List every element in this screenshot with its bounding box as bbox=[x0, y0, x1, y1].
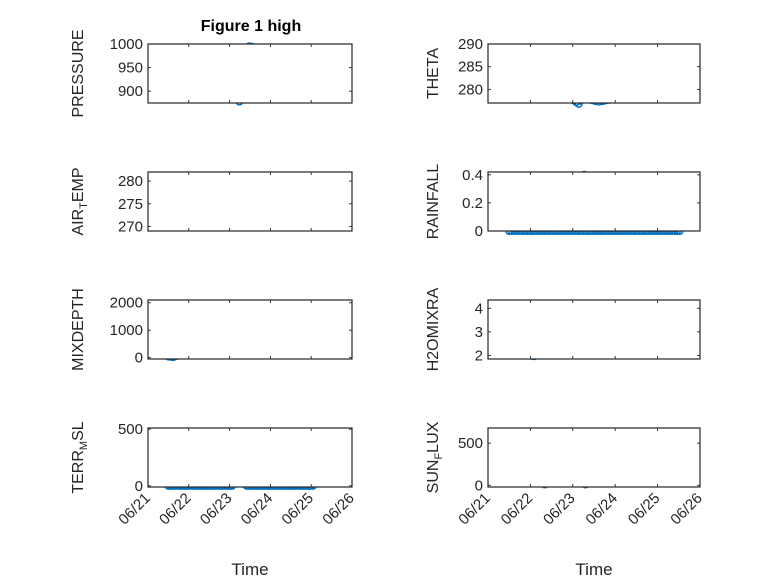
mixdepth-y-axis-label: MIXDEPTH bbox=[70, 288, 87, 371]
mixdepth-axis-box bbox=[147, 299, 353, 360]
sun-flux-axis-box bbox=[487, 427, 701, 488]
air-temp-axis-box bbox=[147, 171, 353, 232]
terr-msl-ytick-label: 500 bbox=[118, 421, 143, 438]
pressure-y-axis-label: PRESSURE bbox=[70, 29, 87, 117]
terr-msl-axis-box bbox=[147, 427, 353, 488]
air-temp-ytick-label: 275 bbox=[118, 196, 143, 213]
terr-msl-y-axis-label: TERRMSL bbox=[70, 421, 90, 493]
h2omixra-axis-box bbox=[487, 299, 701, 360]
terr-msl-xtick-label: 06/25 bbox=[278, 490, 317, 529]
rainfall-axis-box bbox=[487, 171, 701, 232]
h2omixra-ytick-label: 2 bbox=[475, 347, 483, 364]
subplot-terr-msl: 0 500 06/21 06/22 06/23 06/24 06/25 06/26 Time TE… bbox=[70, 421, 358, 579]
sun-flux-ytick-label: 500 bbox=[458, 435, 483, 452]
subplot-air-temp: 270 275 280 AIRTEMP bbox=[70, 167, 353, 236]
h2omixra-ytick-label: 3 bbox=[475, 324, 483, 341]
h2omixra-ytick-label: 4 bbox=[475, 300, 483, 317]
theta-ytick-label: 290 bbox=[458, 36, 483, 53]
sun-flux-xtick-label: 06/22 bbox=[498, 490, 537, 529]
air-temp-y-axis-label: AIRTEMP bbox=[70, 167, 90, 235]
subplot-sun-flux: 0 500 06/21 06/22 06/23 06/24 06/25 06/26 Time SU… bbox=[425, 421, 706, 579]
terr-msl-xtick-label: 06/24 bbox=[238, 490, 277, 529]
subplot-theta: 280 285 290 THETA bbox=[425, 36, 701, 108]
theta-axis-box bbox=[487, 43, 701, 104]
h2omixra-y-axis-label: H2OMIXRA bbox=[425, 287, 442, 371]
mixdepth-ytick-label: 1000 bbox=[110, 322, 143, 339]
terr-msl-x-axis-label: Time bbox=[231, 560, 268, 579]
mixdepth-ytick-label: 0 bbox=[135, 350, 143, 367]
sun-flux-xtick-label: 06/26 bbox=[667, 490, 706, 529]
subplot-h2omixra: 2 3 4 H2OMIXRA bbox=[425, 287, 701, 371]
theta-ytick-label: 285 bbox=[458, 59, 483, 76]
figure-title: Figure 1 high bbox=[201, 18, 301, 35]
terr-msl-xtick-label: 06/21 bbox=[115, 490, 154, 529]
sun-flux-xtick-label: 06/25 bbox=[625, 490, 664, 529]
terr-msl-xtick-label: 06/22 bbox=[156, 490, 195, 529]
rainfall-ytick-label: 0.2 bbox=[462, 195, 483, 212]
pressure-axis-box bbox=[147, 43, 353, 104]
sun-flux-xtick-label: 06/21 bbox=[455, 490, 494, 529]
sun-flux-y-axis-label: SUNFLUX bbox=[425, 421, 445, 493]
pressure-ytick-label: 900 bbox=[118, 83, 143, 100]
sun-flux-xtick-label: 06/23 bbox=[540, 490, 579, 529]
mixdepth-ytick-label: 2000 bbox=[110, 295, 143, 312]
theta-y-axis-label: THETA bbox=[425, 48, 442, 100]
air-temp-ytick-label: 280 bbox=[118, 173, 143, 190]
terr-msl-xtick-label: 06/23 bbox=[197, 490, 236, 529]
sun-flux-x-axis-label: Time bbox=[575, 560, 612, 579]
rainfall-ytick-label: 0.4 bbox=[462, 167, 483, 184]
pressure-ytick-label: 1000 bbox=[110, 36, 143, 53]
rainfall-y-axis-label: RAINFALL bbox=[425, 164, 442, 240]
air-temp-ytick-label: 270 bbox=[118, 218, 143, 235]
subplot-mixdepth: 0 1000 2000 MIXDEPTH bbox=[70, 288, 353, 371]
terr-msl-ytick-label: 0 bbox=[135, 478, 143, 495]
pressure-ytick-label: 950 bbox=[118, 60, 143, 77]
theta-ytick-label: 280 bbox=[458, 81, 483, 98]
subplot-rainfall: 0 0.2 0.4 RAINFALL bbox=[425, 164, 701, 240]
terr-msl-xtick-label: 06/26 bbox=[319, 490, 358, 529]
rainfall-ytick-label: 0 bbox=[475, 223, 483, 240]
sun-flux-xtick-label: 06/24 bbox=[582, 490, 621, 529]
sun-flux-ytick-label: 0 bbox=[475, 477, 483, 494]
subplot-pressure: 900 950 1000 PRESSURE bbox=[70, 29, 353, 118]
